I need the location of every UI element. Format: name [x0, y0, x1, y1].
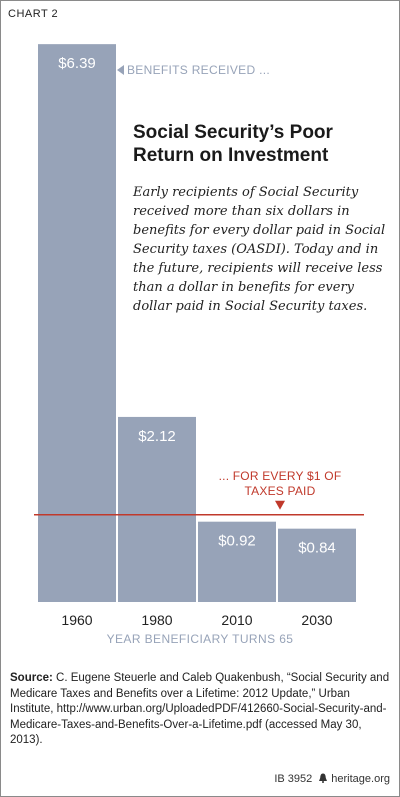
arrow-left-icon — [117, 65, 124, 75]
liberty-bell-icon — [319, 773, 328, 783]
x-axis-label: YEAR BENEFICIARY TURNS 65 — [106, 632, 294, 646]
bar-1980 — [118, 416, 196, 602]
chart-label: CHART 2 — [8, 8, 59, 20]
footer-id: IB 3952 — [274, 773, 313, 785]
source-note: Source: C. Eugene Steuerle and Caleb Qua… — [10, 671, 390, 749]
x-tick-1980: 1980 — [141, 612, 172, 628]
benefits-received-label: BENEFITS RECEIVED ... — [127, 63, 270, 77]
bar-value-label-2030: $0.84 — [298, 540, 336, 557]
benefits-received-annotation: BENEFITS RECEIVED ... — [117, 63, 270, 77]
x-tick-2010: 2010 — [221, 612, 252, 628]
x-tick-1960: 1960 — [61, 612, 92, 628]
footer-site: heritage.org — [331, 773, 390, 785]
chart-description: Early recipients of Social Security rece… — [133, 185, 386, 314]
bar-chart: $6.39 1960 $2.12 1980 $0.92 2010 $0.84 2030 — [34, 44, 364, 628]
x-tick-2030: 2030 — [301, 612, 332, 628]
source-text: C. Eugene Steuerle and Caleb Quakenbush,… — [10, 672, 390, 746]
reference-line-label: ... FOR EVERY $1 OF TAXES PAID — [218, 469, 342, 498]
bar-2030 — [278, 528, 356, 602]
footer: IB 3952 heritage.org — [274, 773, 390, 785]
bar-value-label-1980: $2.12 — [138, 428, 176, 445]
bar-1960 — [38, 44, 116, 602]
chart-title: Social Security’s Poor Return on Investm… — [133, 122, 333, 166]
bar-2010 — [198, 521, 276, 602]
bar-value-label-2010: $0.92 — [218, 533, 256, 550]
arrow-down-icon — [275, 500, 285, 510]
source-label: Source: — [10, 672, 53, 684]
bar-value-label-1960: $6.39 — [58, 55, 96, 72]
